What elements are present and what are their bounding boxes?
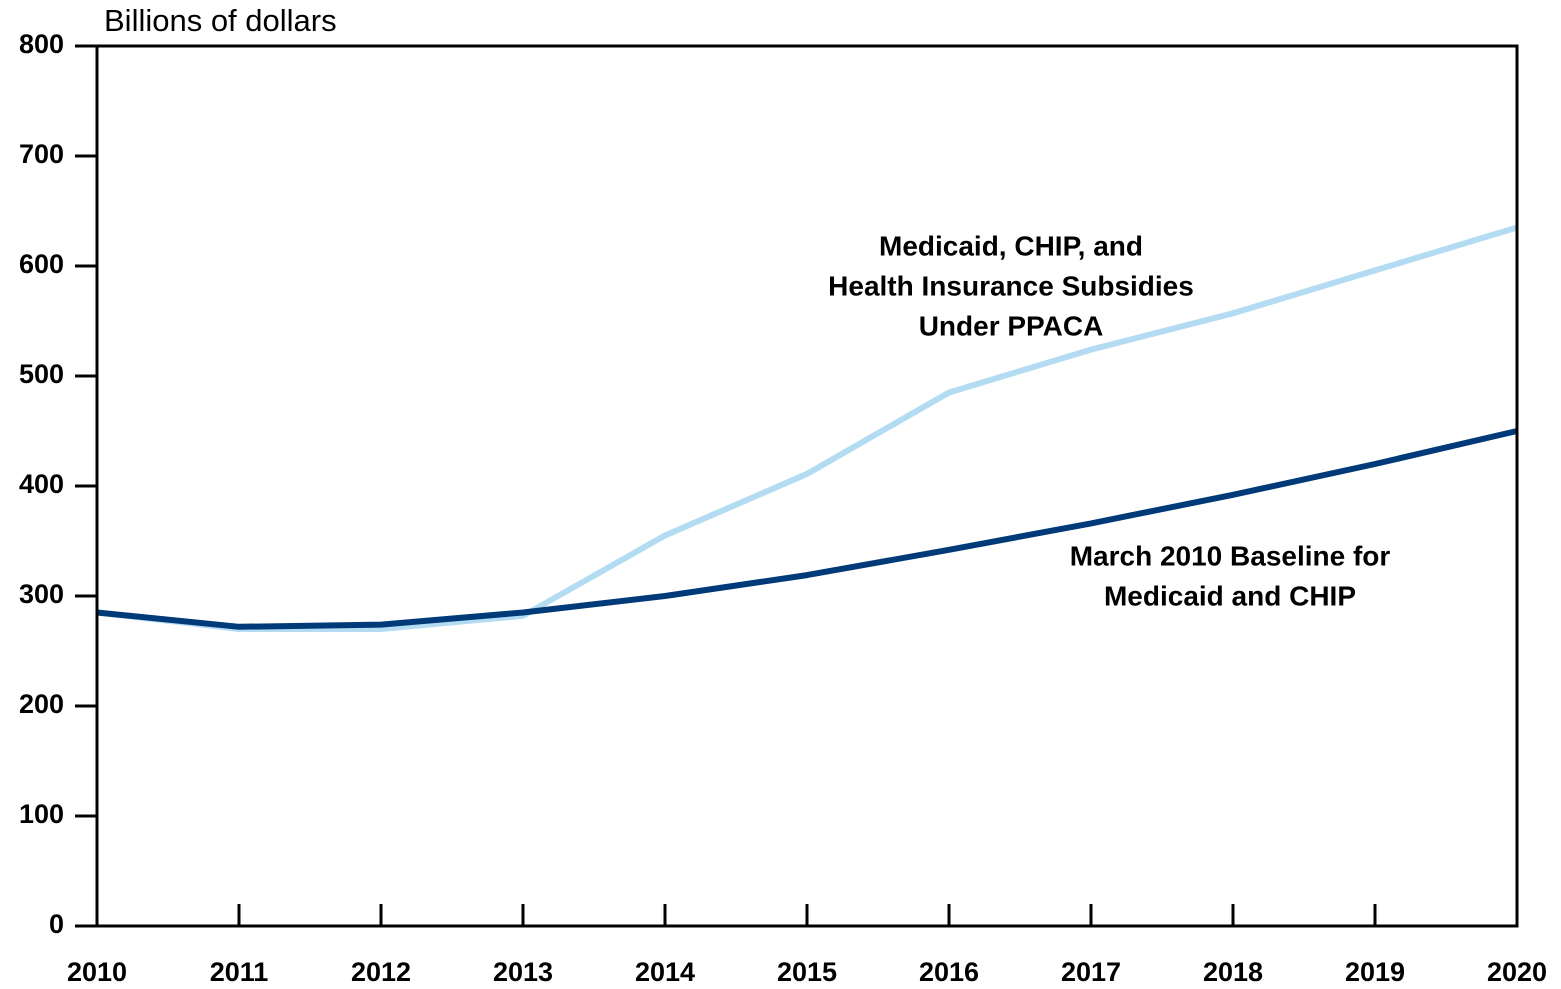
x-tick-label: 2014 bbox=[635, 957, 695, 987]
y-tick-label: 200 bbox=[19, 689, 64, 719]
y-tick-label: 500 bbox=[19, 359, 64, 389]
x-tick-label: 2020 bbox=[1487, 957, 1547, 987]
annotation: Under PPACA bbox=[919, 310, 1104, 341]
y-tick-label: 700 bbox=[19, 139, 64, 169]
plot-frame bbox=[95, 44, 1519, 928]
x-tick-label: 2012 bbox=[351, 957, 411, 987]
annotation: Health Insurance Subsidies bbox=[828, 270, 1194, 301]
annotation: March 2010 Baseline for bbox=[1070, 540, 1391, 571]
y-tick-label: 0 bbox=[49, 909, 64, 939]
y-axis-label: Billions of dollars bbox=[104, 3, 337, 38]
x-tick-label: 2017 bbox=[1061, 957, 1121, 987]
x-tick-label: 2019 bbox=[1345, 957, 1405, 987]
y-tick-label: 100 bbox=[19, 799, 64, 829]
y-tick-label: 300 bbox=[19, 579, 64, 609]
x-tick-label: 2016 bbox=[919, 957, 979, 987]
annotation: Medicaid and CHIP bbox=[1104, 580, 1356, 611]
y-tick-label: 800 bbox=[19, 29, 64, 59]
annotation: Medicaid, CHIP, and bbox=[879, 230, 1143, 261]
y-tick-label: 600 bbox=[19, 249, 64, 279]
y-tick-label: 400 bbox=[19, 469, 64, 499]
x-tick-label: 2010 bbox=[67, 957, 127, 987]
series-line bbox=[96, 428, 1518, 630]
series-line bbox=[96, 224, 1518, 632]
x-tick-label: 2013 bbox=[493, 957, 553, 987]
x-tick-label: 2015 bbox=[777, 957, 837, 987]
x-tick-label: 2011 bbox=[210, 957, 269, 987]
x-tick-label: 2018 bbox=[1203, 957, 1263, 987]
